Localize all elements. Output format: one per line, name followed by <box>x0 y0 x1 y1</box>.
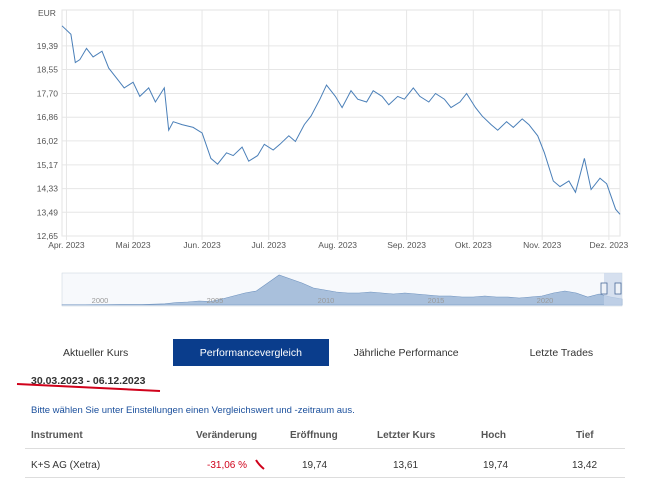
navigator-year-label: 2000 <box>92 296 109 305</box>
table-divider-bottom <box>25 477 625 478</box>
tab-jaehrliche-performance[interactable]: Jährliche Performance <box>353 346 459 359</box>
tab-bar: Aktueller Kurs Performancevergleich Jähr… <box>18 339 639 366</box>
navigator-year-label: 2010 <box>318 296 335 305</box>
hint-text: Bitte wählen Sie unter Einstellungen ein… <box>31 405 355 416</box>
header-last: Letzter Kurs <box>377 430 436 441</box>
navigator-area <box>61 274 623 306</box>
y-axis: EUR 19,39 18,55 17,70 16,86 16,02 15,17 14,33 1… <box>37 8 59 241</box>
y-tick-label: 17,70 <box>37 89 59 99</box>
navigator-selection[interactable] <box>604 273 622 306</box>
x-tick-label: Okt. 2023 <box>455 240 492 250</box>
cell-low: 13,42 <box>572 460 598 471</box>
price-chart: EUR 19,39 18,55 17,70 16,86 16,02 15,17 14,33 1… <box>37 8 629 307</box>
y-tick-label: 15,17 <box>37 160 59 170</box>
tab-aktueller-kurs[interactable]: Aktueller Kurs <box>62 346 129 359</box>
navigator-year-label: 2015 <box>428 296 445 305</box>
x-tick-label: Dez. 2023 <box>590 240 629 250</box>
header-change: Veränderung <box>196 430 258 441</box>
date-range: 30.03.2023 - 06.12.2023 <box>31 375 146 387</box>
navigator-year-label: 2005 <box>207 296 224 305</box>
cell-change: -31,06 % <box>207 460 248 471</box>
table-divider <box>25 448 625 449</box>
y-tick-label: 16,86 <box>37 112 59 122</box>
y-tick-label: 13,49 <box>37 207 59 217</box>
underline-annotation <box>16 383 161 392</box>
x-axis: Apr. 2023 Mai 2023 Jun. 2023 Jul. 2023 Aug. … <box>48 240 628 250</box>
cell-instrument[interactable]: K+S AG (Xetra) <box>31 460 101 471</box>
tab-performancevergleich[interactable]: Performancevergleich <box>173 339 329 366</box>
x-tick-label: Jun. 2023 <box>183 240 221 250</box>
header-open: Eröffnung <box>290 430 338 441</box>
y-tick-label: 19,39 <box>37 41 59 51</box>
y-tick-label: 16,02 <box>37 136 59 146</box>
chart-grid <box>61 9 621 240</box>
navigator-handle-right[interactable] <box>614 282 622 295</box>
cell-high: 19,74 <box>483 460 509 471</box>
y-tick-label: 18,55 <box>37 65 59 75</box>
x-tick-label: Jul. 2023 <box>251 240 286 250</box>
currency-label: EUR <box>38 8 56 18</box>
navigator-handle-left[interactable] <box>600 282 608 295</box>
tab-letzte-trades[interactable]: Letzte Trades <box>529 346 594 359</box>
x-tick-label: Sep. 2023 <box>387 240 426 250</box>
plot-frame <box>61 9 621 237</box>
cell-open: 19,74 <box>302 460 328 471</box>
header-high: Hoch <box>481 430 506 441</box>
header-low: Tief <box>576 430 594 441</box>
x-tick-label: Mai 2023 <box>116 240 151 250</box>
x-tick-label: Apr. 2023 <box>48 240 85 250</box>
y-tick-label: 14,33 <box>37 184 59 194</box>
cell-last: 13,61 <box>393 460 419 471</box>
x-tick-label: Aug. 2023 <box>318 240 357 250</box>
navigator[interactable]: 2000 2005 2010 2015 2020 <box>61 272 623 307</box>
y-tick-label: 12,65 <box>37 231 59 241</box>
header-instrument: Instrument <box>31 430 83 441</box>
x-tick-label: Nov. 2023 <box>523 240 561 250</box>
price-line <box>61 25 621 215</box>
navigator-year-label: 2020 <box>537 296 554 305</box>
stroke-annotation <box>255 459 265 470</box>
